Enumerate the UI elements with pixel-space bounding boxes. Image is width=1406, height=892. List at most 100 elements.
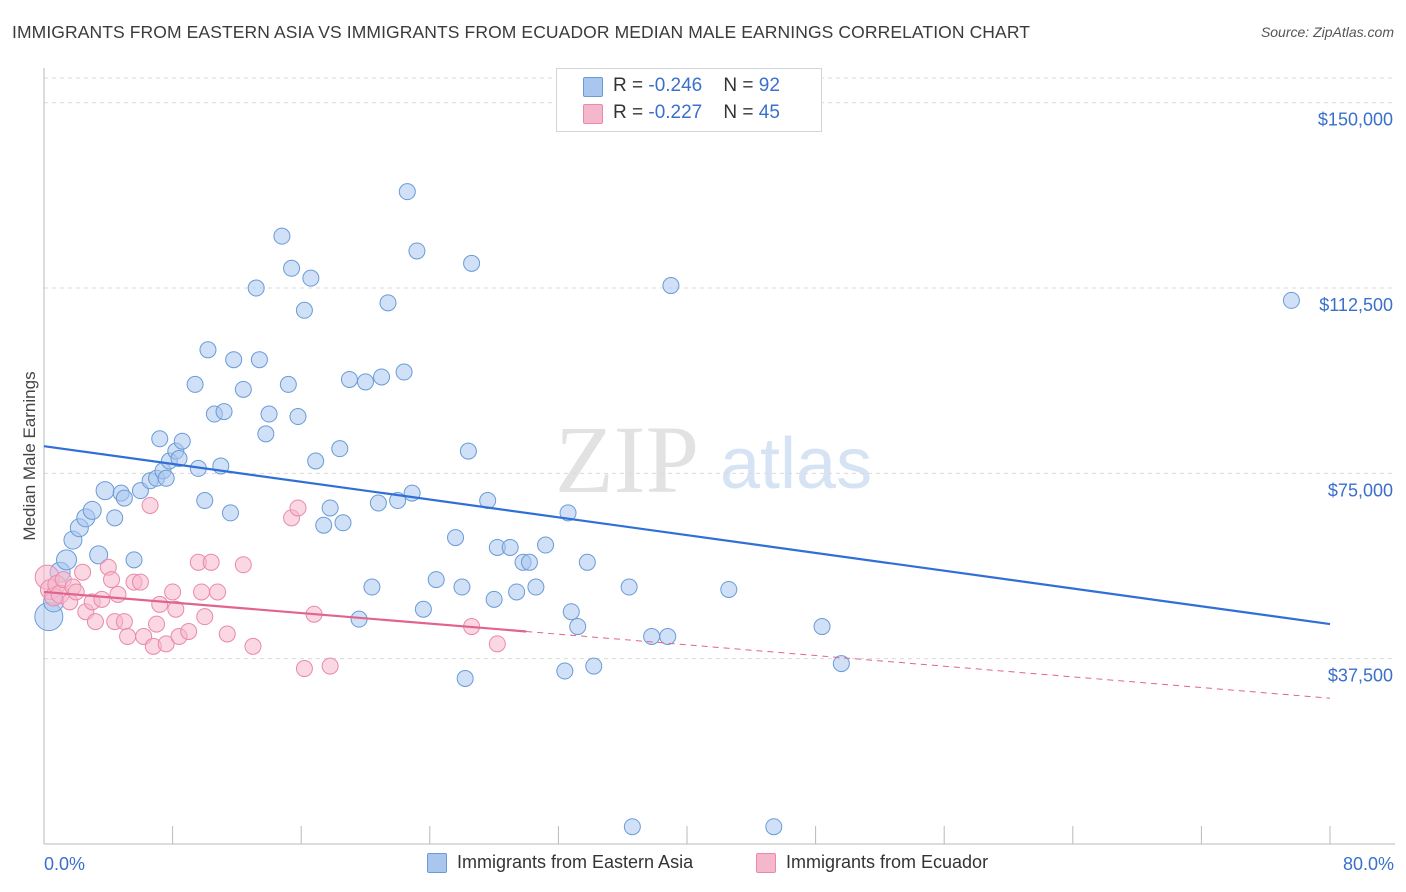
eastern-asia-point — [279, 375, 297, 393]
chart-title: IMMIGRANTS FROM EASTERN ASIA VS IMMIGRAN… — [12, 22, 1031, 42]
eastern-asia-point — [302, 269, 320, 287]
eastern-asia-point — [720, 580, 738, 598]
eastern-asia-point — [459, 442, 477, 460]
ecuador-point — [164, 583, 182, 601]
eastern-asia-point — [395, 363, 413, 381]
ecuador-point — [131, 573, 149, 591]
ecuador-point — [86, 613, 104, 631]
series1-r-label: R = — [613, 75, 649, 96]
bottom-legend-series2-label: Immigrants from Ecuador — [786, 852, 989, 872]
eastern-asia-point — [225, 351, 243, 369]
eastern-asia-point — [289, 408, 307, 426]
ecuador-point — [488, 635, 506, 653]
ecuador-point — [157, 635, 175, 653]
eastern-asia-point — [157, 469, 175, 487]
eastern-asia-point — [537, 536, 555, 554]
series1-n-label: N = — [723, 75, 759, 96]
eastern-asia-point — [813, 618, 831, 636]
eastern-asia-point — [569, 618, 587, 636]
ecuador-point — [295, 660, 313, 678]
eastern-asia-point — [307, 452, 325, 470]
eastern-asia-point — [221, 504, 239, 522]
eastern-asia-point — [379, 294, 397, 312]
eastern-asia-point — [659, 627, 677, 645]
eastern-asia-point — [125, 551, 143, 569]
eastern-asia-point — [283, 259, 301, 277]
ecuador-point — [167, 600, 185, 618]
ecuador-point — [115, 613, 133, 631]
ecuador-point — [193, 583, 211, 601]
watermark-atlas: atlas — [720, 424, 872, 504]
ecuador-point — [321, 657, 339, 675]
eastern-asia-point — [340, 370, 358, 388]
eastern-asia-point — [447, 529, 465, 547]
ecuador-point — [218, 625, 236, 643]
eastern-asia-point — [215, 403, 233, 421]
bottom-legend-series2-swatch — [756, 853, 776, 873]
eastern-asia-point — [623, 818, 641, 836]
eastern-asia-point — [363, 578, 381, 596]
eastern-asia-point — [556, 662, 574, 680]
eastern-asia-point — [234, 380, 252, 398]
source-label: Source: ZipAtlas.com — [1260, 24, 1394, 40]
series2-r-value: -0.227 — [648, 102, 703, 123]
eastern-asia-point — [82, 500, 102, 520]
eastern-asia-point — [1282, 291, 1300, 309]
eastern-asia-point — [260, 405, 278, 423]
ecuador-point — [234, 556, 252, 574]
ecuador-point — [196, 608, 214, 626]
series1-swatch — [583, 77, 603, 97]
eastern-asia-point — [273, 227, 291, 245]
eastern-asia-point — [151, 430, 169, 448]
eastern-asia-point — [186, 375, 204, 393]
eastern-asia-point — [578, 553, 596, 571]
eastern-asia-point — [331, 440, 349, 458]
eastern-asia-point — [562, 603, 580, 621]
eastern-asia-point — [585, 657, 603, 675]
eastern-asia-point — [398, 183, 416, 201]
ecuador-point — [93, 590, 111, 608]
series2-n-value: 45 — [758, 102, 780, 123]
eastern-asia-point — [662, 277, 680, 295]
eastern-asia-point — [559, 504, 577, 522]
eastern-asia-trendline — [43, 445, 1331, 626]
eastern-asia-point — [453, 578, 471, 596]
eastern-asia-point — [56, 549, 78, 571]
ecuador-point — [109, 585, 127, 603]
ecuador-trendline-extension — [526, 630, 1331, 699]
eastern-asia-point — [427, 571, 445, 589]
eastern-asia-point — [508, 583, 526, 601]
ecuador-point — [289, 499, 307, 517]
eastern-asia-point — [414, 600, 432, 618]
eastern-asia-point — [765, 818, 783, 836]
y-tick-label: $75,000 — [1328, 480, 1393, 500]
x-tick-label-min: 0.0% — [44, 854, 85, 874]
y-axis-label: Median Male Earnings — [20, 371, 39, 540]
bottom-legend-series1-swatch — [427, 853, 447, 873]
series1-n-value: 92 — [758, 75, 780, 96]
eastern-asia-point — [257, 425, 275, 443]
ecuador-point — [141, 496, 159, 514]
eastern-asia-point — [620, 578, 638, 596]
eastern-asia-point — [485, 590, 503, 608]
eastern-asia-point — [250, 351, 268, 369]
series2-swatch — [583, 104, 603, 124]
eastern-asia-point — [106, 509, 124, 527]
series1-r-value: -0.246 — [648, 75, 703, 96]
ecuador-point — [148, 615, 166, 633]
eastern-asia-point — [334, 514, 352, 532]
eastern-asia-point — [408, 242, 426, 260]
eastern-asia-point — [196, 492, 214, 510]
eastern-asia-point — [832, 655, 850, 673]
series2-r-label: R = — [613, 102, 649, 123]
eastern-asia-point — [95, 481, 115, 501]
ecuador-point — [103, 571, 121, 589]
eastern-asia-point — [115, 489, 133, 507]
eastern-asia-point — [357, 373, 374, 391]
eastern-asia-point — [321, 499, 339, 517]
series2-n-label: N = — [723, 102, 759, 123]
eastern-asia-point — [199, 341, 217, 359]
bottom-legend-series1-label: Immigrants from Eastern Asia — [457, 852, 694, 872]
eastern-asia-point — [463, 254, 481, 272]
